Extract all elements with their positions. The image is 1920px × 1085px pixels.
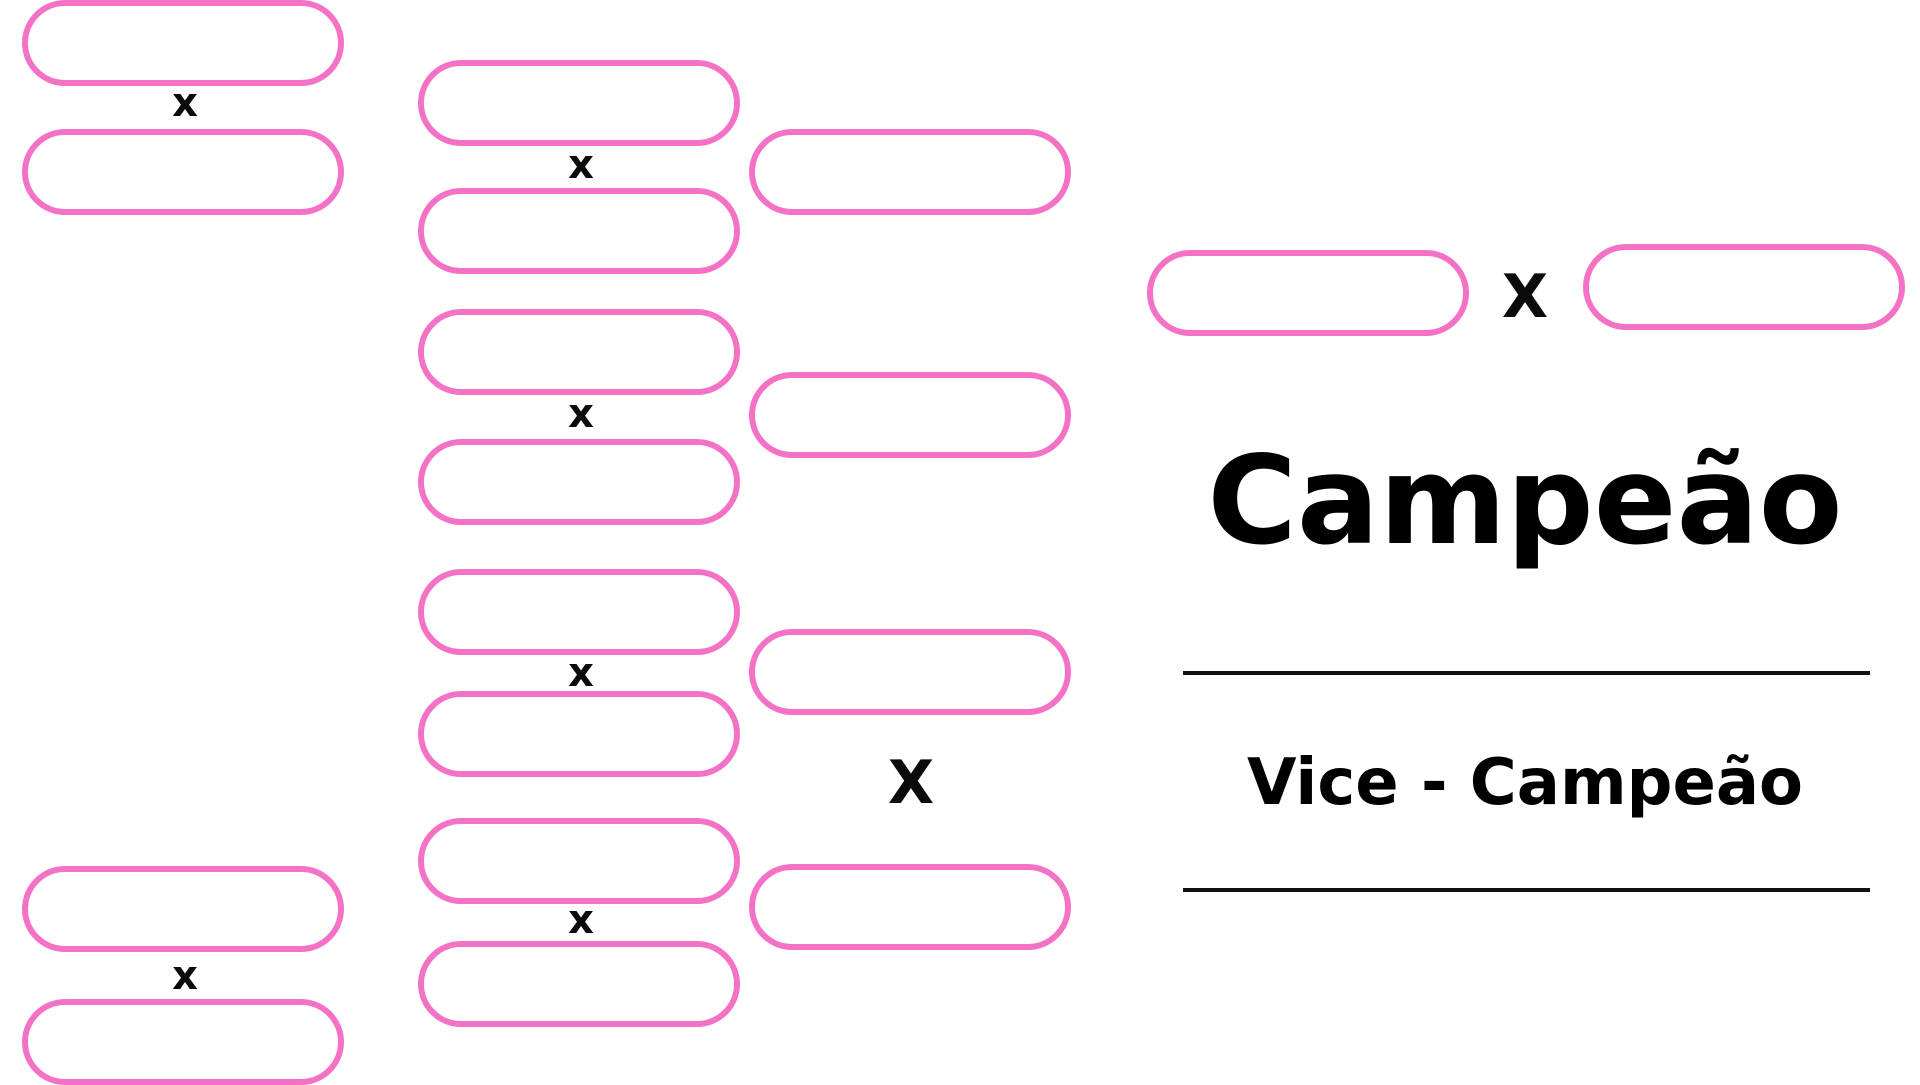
team-slot-r2-6[interactable] bbox=[418, 691, 740, 777]
runner-up-line bbox=[1183, 888, 1870, 892]
champion-line bbox=[1183, 671, 1870, 675]
team-slot-r1-a1[interactable] bbox=[22, 0, 344, 86]
runner-up-title: Vice - Campeão bbox=[1246, 746, 1804, 820]
champion-title: Campeão bbox=[1207, 430, 1843, 572]
team-slot-r3-1[interactable] bbox=[749, 129, 1071, 215]
team-slot-r2-5[interactable] bbox=[418, 569, 740, 655]
team-slot-r1-b2[interactable] bbox=[22, 999, 344, 1085]
team-slot-r2-2[interactable] bbox=[418, 188, 740, 274]
finalist-slot-2[interactable] bbox=[1583, 244, 1905, 330]
versus-label: x bbox=[568, 650, 594, 696]
team-slot-r2-8[interactable] bbox=[418, 941, 740, 1027]
versus-label-large: X bbox=[887, 748, 935, 818]
team-slot-r3-3[interactable] bbox=[749, 629, 1071, 715]
team-slot-r2-3[interactable] bbox=[418, 309, 740, 395]
team-slot-r1-a2[interactable] bbox=[22, 129, 344, 215]
versus-label: x bbox=[568, 391, 594, 437]
versus-label: x bbox=[568, 897, 594, 943]
team-slot-r2-4[interactable] bbox=[418, 439, 740, 525]
team-slot-r3-4[interactable] bbox=[749, 864, 1071, 950]
final-versus-label: X bbox=[1501, 262, 1549, 332]
versus-label: x bbox=[172, 953, 198, 999]
team-slot-r3-2[interactable] bbox=[749, 372, 1071, 458]
versus-label: x bbox=[172, 80, 198, 126]
finalist-slot-1[interactable] bbox=[1147, 250, 1469, 336]
team-slot-r2-7[interactable] bbox=[418, 818, 740, 904]
versus-label: x bbox=[568, 142, 594, 188]
team-slot-r1-b1[interactable] bbox=[22, 866, 344, 952]
team-slot-r2-1[interactable] bbox=[418, 60, 740, 146]
